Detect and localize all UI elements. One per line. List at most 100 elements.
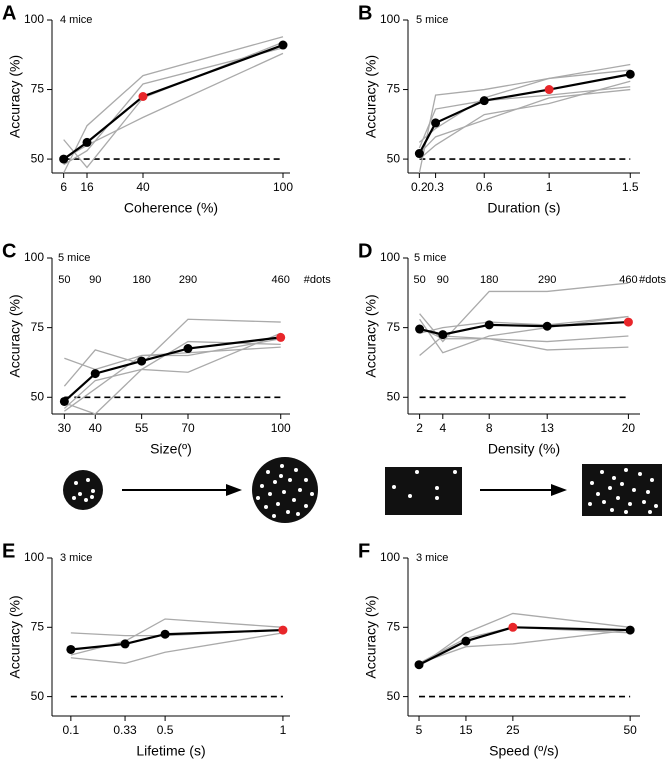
x-tick-label: 0.33 <box>113 723 137 737</box>
y-tick-label: 75 <box>387 320 401 334</box>
data-point <box>59 154 69 164</box>
arrow-head <box>551 484 567 496</box>
panel-letter: A <box>2 2 16 24</box>
x-tick-label: 55 <box>135 421 149 435</box>
x-tick-label: 70 <box>181 421 195 435</box>
dots-label: 50 <box>58 274 70 286</box>
x-tick-label: 1 <box>546 180 553 194</box>
annotation: 5 mice <box>416 14 448 26</box>
y-axis-label: Accuracy (%) <box>7 55 23 138</box>
data-point <box>183 344 193 354</box>
x-tick-label: 30 <box>58 421 72 435</box>
x-tick-label: 0.6 <box>476 180 493 194</box>
x-tick-label: 4 <box>439 421 446 435</box>
x-tick-label: 5 <box>416 723 423 737</box>
dots-label: 290 <box>179 274 197 286</box>
data-point <box>544 85 554 95</box>
dots-label: 90 <box>89 274 101 286</box>
data-point <box>276 332 286 342</box>
dots-label: 460 <box>272 274 290 286</box>
annotation: 3 mice <box>416 552 448 564</box>
series-line <box>64 340 281 415</box>
series-line <box>419 315 629 354</box>
x-tick-label: 0.2 <box>411 180 428 194</box>
series-line <box>70 632 284 664</box>
x-tick-label: 13 <box>541 421 555 435</box>
series-line <box>63 338 281 412</box>
data-point <box>431 118 441 128</box>
series-line <box>418 626 631 666</box>
series-line <box>70 628 283 651</box>
data-point <box>625 69 635 79</box>
dots-label: 90 <box>437 274 449 286</box>
data-point <box>278 625 288 635</box>
y-tick-label: 100 <box>24 250 44 264</box>
y-axis-label: Accuracy (%) <box>7 595 23 678</box>
y-tick-label: 100 <box>380 12 400 26</box>
x-axis-label: Size(º) <box>150 441 192 457</box>
panel: 50 75 100 5 15 25 50 Speed (º/s) Accuracy (%) F 3 … <box>358 540 640 759</box>
data-point <box>66 644 76 654</box>
dots <box>72 478 95 502</box>
panel: 50 75 100 2 4 8 13 20 Density (%) Accuracy (%) D 5 … <box>358 240 666 456</box>
dots <box>588 468 658 514</box>
x-tick-label: 40 <box>136 180 150 194</box>
dots-label: 180 <box>480 274 498 286</box>
y-tick-label: 100 <box>380 550 400 564</box>
series-line <box>418 626 631 664</box>
series-line <box>418 629 631 664</box>
series-line <box>418 88 631 154</box>
annotation: 5 mice <box>414 252 446 264</box>
annotation: 3 mice <box>60 552 92 564</box>
data-point <box>461 636 471 646</box>
series-line <box>418 80 631 160</box>
y-tick-label: 75 <box>387 619 401 633</box>
x-tick-label: 16 <box>80 180 94 194</box>
sparse-stimulus <box>385 467 462 515</box>
data-point <box>414 149 424 159</box>
x-tick-label: 100 <box>273 180 293 194</box>
small-stimulus <box>63 470 103 510</box>
x-tick-label: 25 <box>506 723 520 737</box>
dense-stimulus <box>582 464 662 516</box>
x-tick-label: 8 <box>486 421 493 435</box>
panel-letter: F <box>358 540 370 562</box>
data-point <box>623 317 633 327</box>
x-axis-label: Speed (º/s) <box>489 743 559 759</box>
x-tick-label: 2 <box>416 421 423 435</box>
dots-label: 50 <box>413 274 425 286</box>
size-illustration <box>63 457 318 523</box>
data-point <box>120 639 130 649</box>
y-tick-label: 50 <box>31 389 45 403</box>
x-tick-label: 0.3 <box>427 180 444 194</box>
x-tick-label: 6 <box>60 180 67 194</box>
x-axis-label: Coherence (%) <box>124 200 218 216</box>
y-tick-label: 75 <box>387 82 401 96</box>
dots-label: 290 <box>538 274 556 286</box>
panel-letter: D <box>358 240 372 262</box>
series-line <box>418 86 631 149</box>
data-point <box>59 396 69 406</box>
panel: 50 75 100 0.2 0.3 0.6 1 1.5 Duration (s) Accuracy… <box>358 2 640 216</box>
y-tick-label: 100 <box>24 550 44 564</box>
x-axis-label: Lifetime (s) <box>136 743 205 759</box>
y-tick-label: 50 <box>31 689 45 703</box>
series-line <box>70 618 283 656</box>
large-stimulus <box>252 457 318 523</box>
series-line <box>63 47 284 166</box>
x-tick-label: 1.5 <box>622 180 639 194</box>
series-line <box>63 36 284 174</box>
y-tick-label: 75 <box>31 619 45 633</box>
series-line <box>63 41 284 169</box>
data-point <box>137 356 147 366</box>
data-point <box>508 622 518 632</box>
x-tick-label: 50 <box>623 723 637 737</box>
y-axis-label: Accuracy (%) <box>363 294 379 377</box>
y-axis-label: Accuracy (%) <box>363 55 379 138</box>
y-tick-label: 50 <box>31 151 45 165</box>
data-point <box>415 324 425 334</box>
series-line <box>418 612 631 667</box>
y-tick-label: 100 <box>380 250 400 264</box>
dots <box>256 464 314 518</box>
